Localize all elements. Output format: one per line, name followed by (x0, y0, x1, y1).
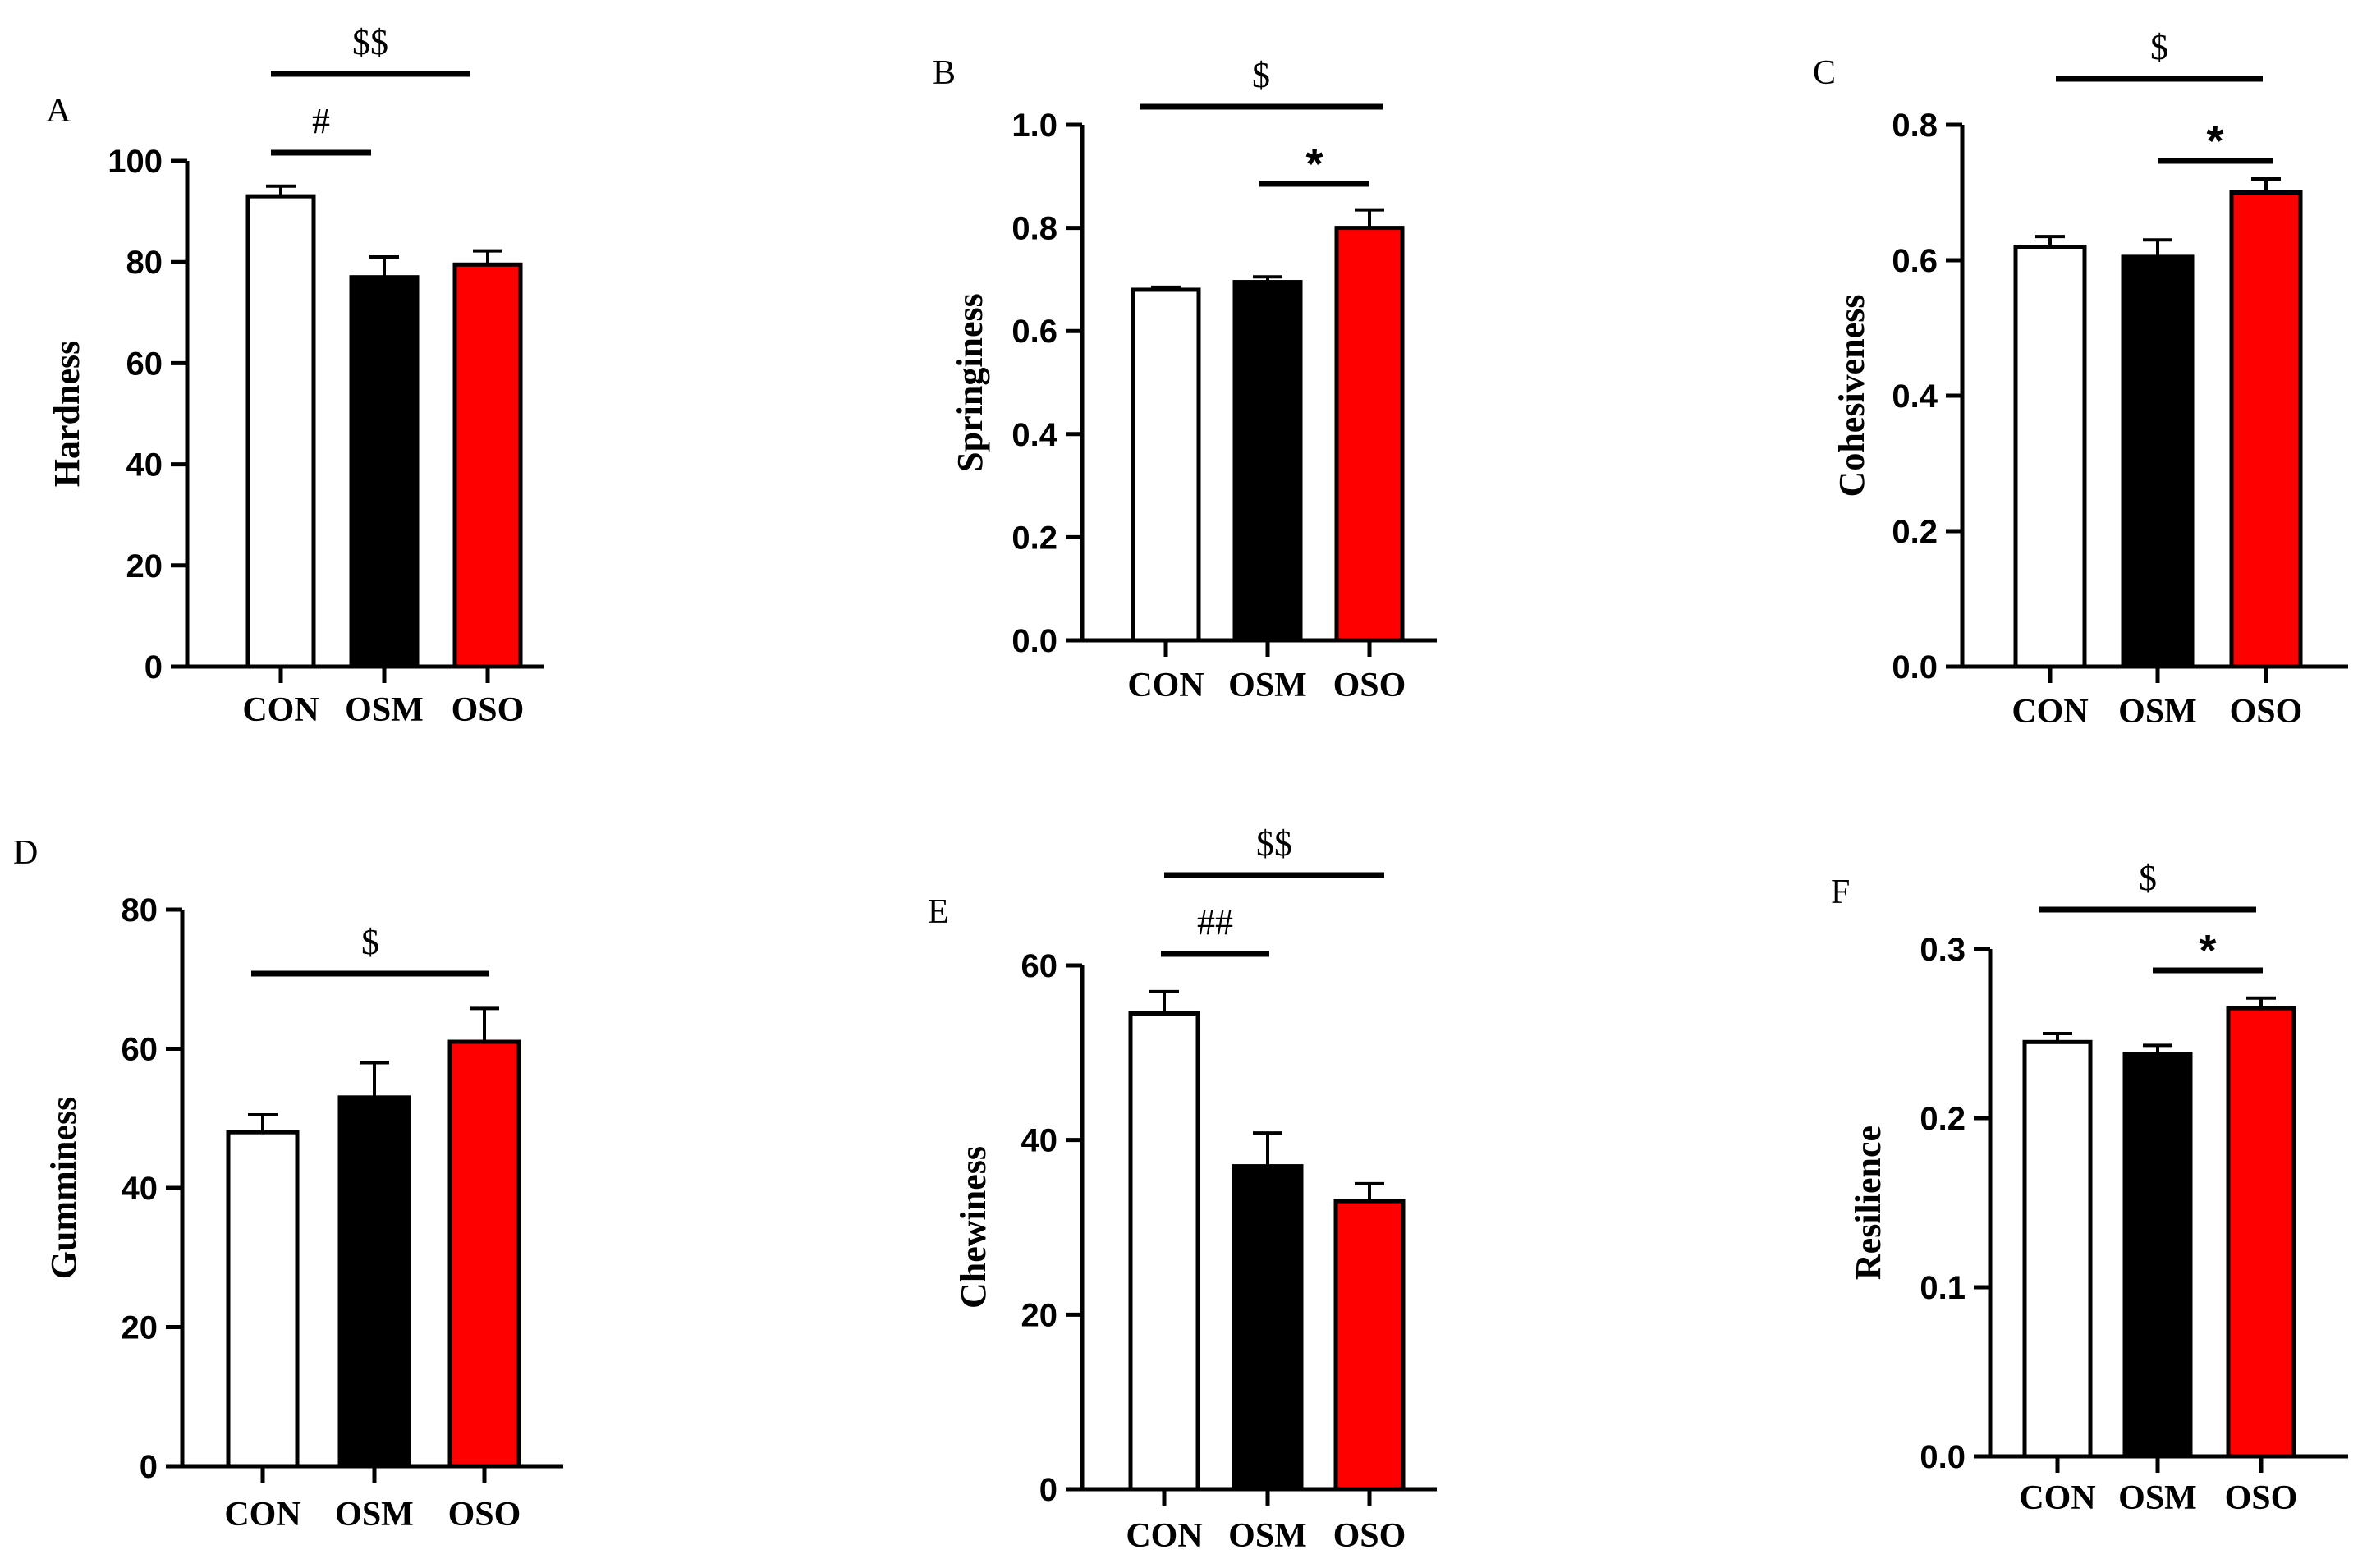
panel-b: B 0.0 0.2 0.4 0.6 0.8 1.0 Springiness CON OSM OSO $… (933, 54, 1437, 704)
bar-osm (337, 1095, 411, 1469)
significance-label: * (2206, 117, 2223, 166)
bar-osm (1232, 1164, 1304, 1492)
significance-label: ## (1197, 902, 1233, 942)
panel-letter: D (13, 834, 38, 872)
y-tick-label: 0.2 (1011, 520, 1057, 556)
y-tick-label: 60 (122, 1032, 158, 1068)
y-tick-label: 0 (144, 649, 163, 685)
y-axis-label: Cohesiveness (1832, 295, 1872, 497)
category-label-oso: OSO (2230, 693, 2303, 731)
y-tick-label: 0.0 (1920, 1439, 1966, 1475)
y-tick-label: 60 (1021, 948, 1058, 984)
y-tick-label: 0.2 (1920, 1101, 1966, 1137)
y-tick-label: 80 (122, 892, 158, 928)
bar-oso (447, 1039, 521, 1469)
category-label-oso: OSO (452, 691, 525, 729)
significance-label: $ (2139, 858, 2157, 898)
panel-letter: A (46, 92, 71, 130)
y-tick-label: 100 (108, 144, 163, 180)
category-label-con: CON (1127, 667, 1204, 704)
panel-e: E 0 20 40 60 Chewiness CON OSM OSO $$ ## (928, 823, 1437, 1555)
y-tick-label: 60 (126, 346, 163, 382)
y-tick-label: 0 (140, 1449, 158, 1485)
bar-oso (1334, 226, 1405, 643)
y-tick-label: 0.4 (1011, 417, 1057, 453)
category-label-osm: OSM (345, 691, 424, 729)
y-tick-label: 0.6 (1011, 314, 1057, 350)
panel-f: F 0.0 0.1 0.2 0.3 Resilience CON OSM OSO $ * (1831, 858, 2348, 1517)
category-label-con: CON (2011, 693, 2088, 731)
category-label-con: CON (1126, 1517, 1202, 1555)
significance-label: $ (1252, 55, 1270, 95)
y-axis-label: Springiness (950, 293, 990, 472)
bar-osm (349, 275, 420, 669)
panel-a: A 0 20 40 60 80 100 Hardness CON OSM OSO $$ # (46, 22, 544, 729)
significance-label: $ (2150, 27, 2168, 67)
category-label-oso: OSO (1333, 667, 1406, 704)
significance-label: * (1305, 140, 1323, 189)
significance-label: # (312, 101, 330, 141)
panel-letter: F (1831, 873, 1850, 911)
bar-con (2022, 1039, 2093, 1459)
y-tick-label: 0 (1039, 1472, 1057, 1508)
panel-c: C 0.0 0.2 0.4 0.6 0.8 Cohesiveness CON OSM OSO $ * (1813, 27, 2348, 731)
y-tick-label: 20 (126, 548, 163, 585)
y-tick-label: 1.0 (1011, 108, 1057, 144)
significance-label: $ (361, 922, 379, 962)
bar-oso (2229, 190, 2303, 669)
category-label-con: CON (242, 691, 319, 729)
bar-con (1128, 1011, 1200, 1492)
bar-osm (1232, 280, 1303, 643)
panel-letter: E (928, 893, 949, 931)
panel-d: D 0 20 40 60 80 Gumminess CON OSM OSO $ (13, 834, 563, 1534)
y-tick-label: 0.8 (1011, 211, 1057, 247)
category-label-osm: OSM (1228, 1517, 1307, 1555)
significance-label: * (2199, 926, 2216, 975)
bar-con (226, 1130, 300, 1469)
category-label-osm: OSM (335, 1496, 414, 1534)
bar-oso (1333, 1199, 1406, 1492)
bar-con (2013, 245, 2087, 669)
y-tick-label: 0.6 (1892, 243, 1938, 279)
y-tick-label: 40 (122, 1171, 158, 1207)
y-tick-label: 20 (1021, 1297, 1058, 1333)
bar-oso (2226, 1006, 2296, 1459)
category-label-osm: OSM (2118, 693, 2197, 731)
category-label-con: CON (2019, 1479, 2095, 1517)
significance-label: $$ (1256, 823, 1292, 864)
y-tick-label: 40 (1021, 1123, 1058, 1159)
panel-letter: C (1813, 54, 1836, 92)
bar-osm (2122, 1052, 2193, 1459)
category-label-osm: OSM (1228, 667, 1307, 704)
y-tick-label: 0.4 (1892, 378, 1938, 415)
panel-letter: B (933, 54, 956, 92)
significance-label: $$ (352, 22, 388, 62)
category-label-oso: OSO (448, 1496, 521, 1534)
y-tick-label: 0.3 (1920, 932, 1966, 968)
y-tick-label: 0.2 (1892, 514, 1938, 550)
bar-osm (2121, 254, 2195, 669)
y-tick-label: 0.1 (1920, 1270, 1966, 1306)
y-tick-label: 0.0 (1892, 649, 1938, 685)
y-tick-label: 20 (122, 1310, 158, 1346)
y-axis-label: Chewiness (953, 1146, 993, 1309)
y-axis-label: Resilience (1848, 1126, 1888, 1280)
y-axis-label: Gumminess (44, 1097, 84, 1279)
y-tick-label: 0.8 (1892, 108, 1938, 144)
bar-oso (452, 262, 523, 669)
y-tick-label: 40 (126, 447, 163, 484)
bar-con (245, 194, 316, 669)
y-axis-label: Hardness (47, 341, 87, 487)
bar-con (1131, 287, 1201, 643)
category-label-oso: OSO (1333, 1517, 1406, 1555)
y-tick-label: 80 (126, 245, 163, 281)
category-label-oso: OSO (2225, 1479, 2298, 1517)
category-label-con: CON (224, 1496, 300, 1534)
y-tick-label: 0.0 (1011, 623, 1057, 659)
category-label-osm: OSM (2118, 1479, 2197, 1517)
